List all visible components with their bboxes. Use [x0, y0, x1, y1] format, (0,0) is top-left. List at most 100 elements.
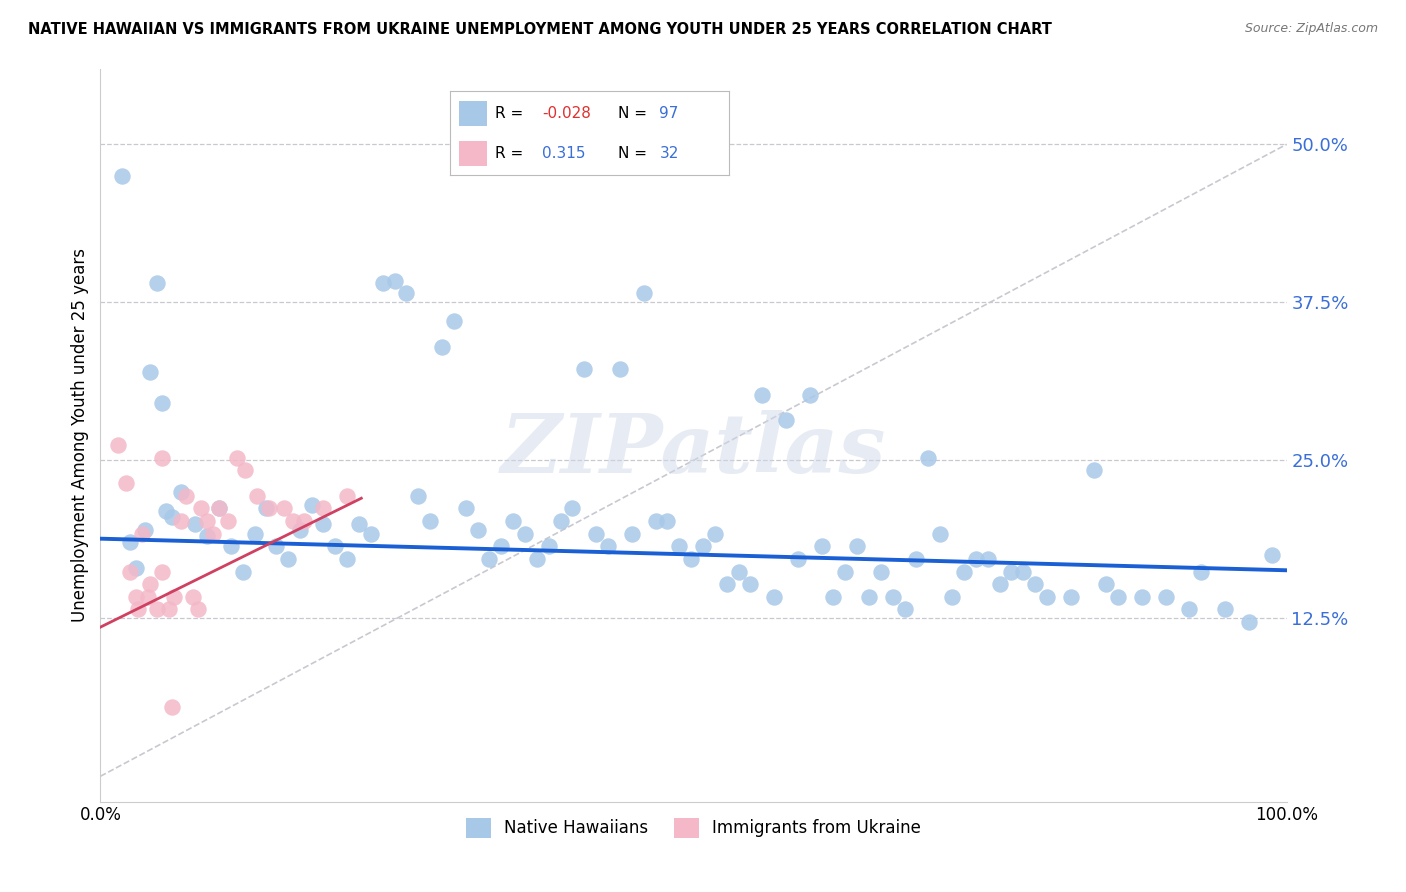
Point: [281, 514, 304, 528]
Point: [1024, 577, 1046, 591]
Point: [125, 560, 148, 574]
Point: [1107, 590, 1129, 604]
Point: [181, 590, 204, 604]
Point: [371, 277, 394, 291]
Point: [273, 501, 295, 516]
Point: [208, 501, 231, 516]
Point: [163, 590, 186, 604]
Point: [419, 514, 441, 528]
Point: [1000, 565, 1022, 579]
Point: [118, 565, 141, 579]
Point: [775, 413, 797, 427]
Point: [976, 552, 998, 566]
Point: [929, 526, 952, 541]
Point: [131, 526, 153, 541]
Point: [1083, 463, 1105, 477]
Point: [139, 365, 162, 379]
Point: [127, 602, 149, 616]
Point: [336, 489, 359, 503]
Point: [703, 526, 725, 541]
Point: [139, 577, 162, 591]
Point: [301, 498, 323, 512]
Point: [941, 590, 963, 604]
Point: [184, 516, 207, 531]
Point: [1012, 565, 1035, 579]
Point: [882, 590, 904, 604]
Point: [692, 539, 714, 553]
Point: [150, 450, 173, 465]
Point: [1213, 602, 1236, 616]
Text: Source: ZipAtlas.com: Source: ZipAtlas.com: [1244, 22, 1378, 36]
Point: [668, 539, 690, 553]
Point: [115, 476, 138, 491]
Point: [312, 501, 335, 516]
Point: [134, 523, 156, 537]
Point: [160, 699, 183, 714]
Point: [550, 514, 572, 528]
Y-axis label: Unemployment Among Youth under 25 years: Unemployment Among Youth under 25 years: [72, 248, 89, 622]
Point: [246, 489, 269, 503]
Point: [264, 539, 287, 553]
Point: [150, 565, 173, 579]
Point: [834, 565, 856, 579]
Point: [146, 277, 169, 291]
Point: [454, 501, 477, 516]
Point: [823, 590, 845, 604]
Text: NATIVE HAWAIIAN VS IMMIGRANTS FROM UKRAINE UNEMPLOYMENT AMONG YOUTH UNDER 25 YEA: NATIVE HAWAIIAN VS IMMIGRANTS FROM UKRAI…: [28, 22, 1052, 37]
Point: [195, 514, 218, 528]
Point: [323, 539, 346, 553]
Point: [336, 552, 359, 566]
Point: [988, 577, 1011, 591]
Point: [858, 590, 880, 604]
Point: [1189, 565, 1212, 579]
Point: [111, 169, 134, 183]
Point: [155, 504, 177, 518]
Point: [157, 602, 180, 616]
Point: [1237, 615, 1260, 629]
Point: [406, 489, 429, 503]
Point: [254, 501, 277, 516]
Point: [870, 565, 893, 579]
Point: [596, 539, 619, 553]
Point: [190, 501, 212, 516]
Point: [170, 514, 193, 528]
Point: [917, 450, 939, 465]
Point: [537, 539, 560, 553]
Point: [202, 526, 225, 541]
Point: [846, 539, 869, 553]
Point: [716, 577, 738, 591]
Point: [225, 450, 247, 465]
Point: [751, 387, 773, 401]
Point: [491, 539, 513, 553]
Point: [257, 501, 280, 516]
Point: [360, 526, 382, 541]
Text: ZIPatlas: ZIPatlas: [501, 409, 886, 490]
Point: [233, 463, 256, 477]
Point: [288, 523, 311, 537]
Point: [160, 510, 183, 524]
Point: [217, 514, 239, 528]
Point: [1178, 602, 1201, 616]
Point: [953, 565, 976, 579]
Point: [187, 602, 209, 616]
Point: [893, 602, 915, 616]
Point: [633, 286, 655, 301]
Point: [620, 526, 643, 541]
Point: [786, 552, 808, 566]
Point: [478, 552, 501, 566]
Point: [609, 362, 631, 376]
Point: [574, 362, 596, 376]
Point: [526, 552, 548, 566]
Point: [125, 590, 148, 604]
Point: [1036, 590, 1059, 604]
Point: [384, 274, 406, 288]
Point: [174, 489, 197, 503]
Point: [232, 565, 254, 579]
Point: [905, 552, 928, 566]
Point: [467, 523, 489, 537]
Point: [681, 552, 703, 566]
Point: [965, 552, 987, 566]
Point: [502, 514, 524, 528]
Point: [219, 539, 242, 553]
Point: [150, 396, 173, 410]
